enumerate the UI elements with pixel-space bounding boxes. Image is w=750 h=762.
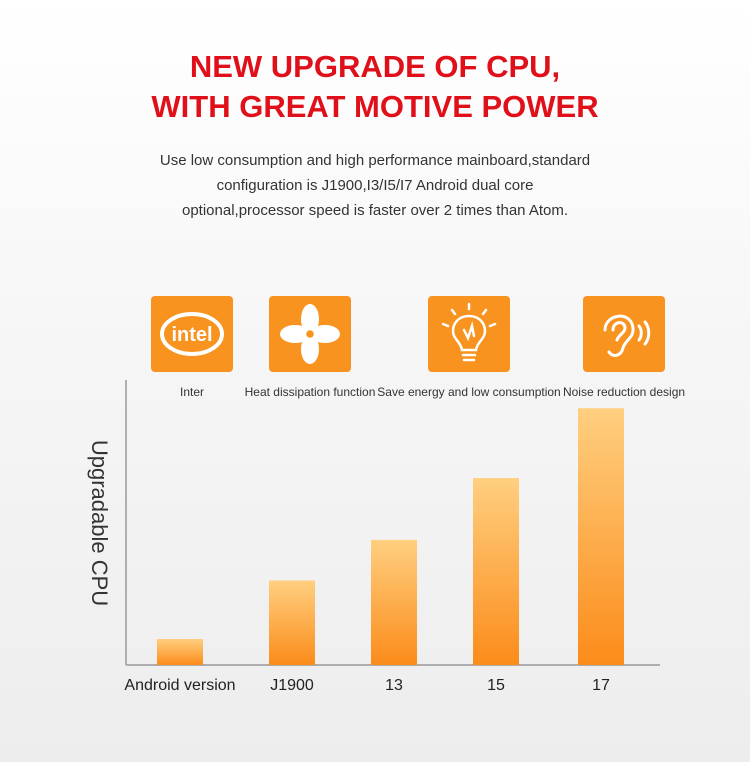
x-tick-label-2: J1900 <box>270 677 314 694</box>
fan-icon <box>280 304 340 364</box>
x-tick-label-3: 13 <box>385 677 403 694</box>
description-line-2: configuration is J1900,I3/I5/I7 Android … <box>216 177 534 194</box>
description-line-1: Use low consumption and high performance… <box>159 152 591 169</box>
feature-label-noise: Noise reduction design <box>562 385 686 399</box>
x-tick-label-1: Android version <box>124 677 235 694</box>
feature-tile-lightbulb <box>428 296 510 372</box>
bar-1 <box>157 639 203 665</box>
feature-tile-ear <box>583 296 665 372</box>
y-axis-label: Upgradable CPU <box>87 440 112 606</box>
lightbulb-icon <box>441 302 497 362</box>
bar-5 <box>578 408 624 665</box>
ear-sound-icon <box>603 314 651 357</box>
bar-2 <box>269 580 315 665</box>
feature-tile-fan <box>269 296 351 372</box>
description: Use low consumption and high performance… <box>0 148 750 223</box>
feature-label-intel: Inter <box>179 385 205 399</box>
feature-label-energy: Save energy and low consumption <box>377 385 561 399</box>
headline-line-1: NEW UPGRADE OF CPU, <box>189 49 561 84</box>
x-tick-label-4: 15 <box>487 677 505 694</box>
intel-logo-text: intel <box>171 324 212 346</box>
bar-3 <box>371 539 417 665</box>
feature-tile-intel: intel <box>151 296 233 372</box>
description-line-3: optional,processor speed is faster over … <box>181 202 569 219</box>
x-tick-label-5: 17 <box>592 677 610 694</box>
feature-label-heat: Heat dissipation function <box>244 385 376 399</box>
bar-4 <box>473 478 519 665</box>
intel-logo-icon: intel <box>160 312 224 356</box>
headline-line-2: WITH GREAT MOTIVE POWER <box>151 89 599 124</box>
